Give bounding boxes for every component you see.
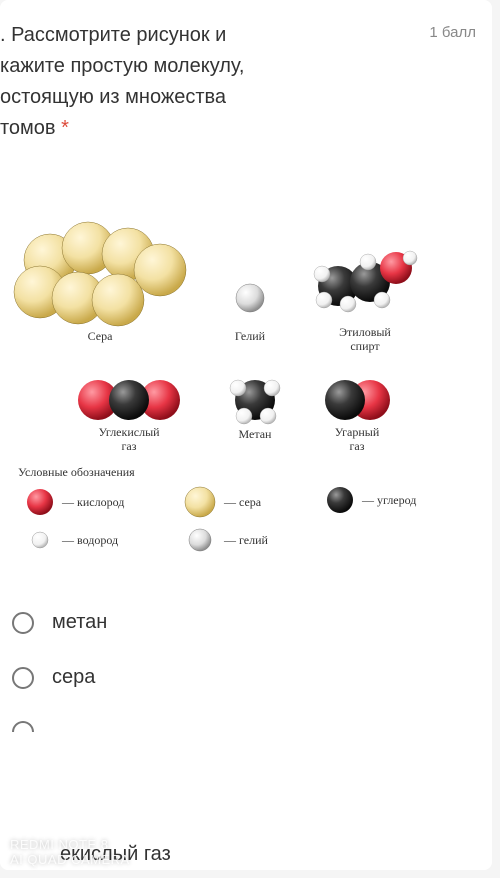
option-cut[interactable] bbox=[0, 705, 476, 732]
question-card: . Рассмотрите рисунок и кажите простую м… bbox=[0, 0, 492, 870]
legend-sulfur-label: — сера bbox=[223, 495, 262, 509]
q-line-3: остоящую из множества bbox=[0, 86, 226, 108]
legend-carbon-label: — углерод bbox=[361, 493, 416, 507]
legend-oxygen-label: — кислород bbox=[61, 495, 124, 509]
legend-oxygen: — кислород bbox=[27, 489, 124, 515]
label-co-2: газ bbox=[350, 439, 365, 453]
molecule-methane: Метан bbox=[230, 380, 280, 441]
q-line-1: . Рассмотрите рисунок и bbox=[0, 24, 226, 46]
watermark-line-2: AI QUAD CAMERA bbox=[10, 853, 130, 868]
camera-watermark: REDMI NOTE 8 AI QUAD CAMERA bbox=[10, 838, 130, 868]
molecule-co: Угарный газ bbox=[325, 380, 390, 453]
legend-carbon: — углерод bbox=[327, 487, 416, 513]
legend-helium: — гелий bbox=[189, 529, 269, 551]
option-label: сера bbox=[52, 666, 95, 689]
molecules-diagram: Сера Гелий Этиловый спирт Углеки bbox=[0, 200, 440, 560]
molecule-helium: Гелий bbox=[235, 284, 266, 343]
radio-icon bbox=[12, 667, 34, 689]
label-helium: Гелий bbox=[235, 329, 266, 343]
label-sulfur: Сера bbox=[88, 329, 113, 343]
question-text: . Рассмотрите рисунок и кажите простую м… bbox=[0, 20, 429, 144]
label-methane: Метан bbox=[239, 427, 273, 441]
legend-hydrogen: — водород bbox=[32, 532, 118, 548]
option-methane[interactable]: метан bbox=[0, 595, 476, 650]
legend-helium-label: — гелий bbox=[223, 533, 269, 547]
label-co2-1: Углекислый bbox=[98, 425, 160, 439]
molecule-sulfur: Сера bbox=[14, 222, 186, 343]
option-sulfur[interactable]: сера bbox=[0, 650, 476, 705]
label-co-1: Угарный bbox=[335, 425, 380, 439]
molecule-ethanol: Этиловый спирт bbox=[314, 251, 417, 353]
q-line-4: томов bbox=[0, 117, 56, 139]
legend-sulfur: — сера bbox=[185, 487, 262, 517]
molecule-co2: Углекислый газ bbox=[78, 380, 180, 453]
label-ethanol-1: Этиловый bbox=[339, 325, 391, 339]
radio-icon bbox=[12, 721, 34, 732]
label-co2-2: газ bbox=[122, 439, 137, 453]
question-header: . Рассмотрите рисунок и кажите простую м… bbox=[0, 20, 476, 144]
required-marker: * bbox=[61, 117, 69, 139]
option-label: метан bbox=[52, 611, 107, 634]
watermark-line-1: REDMI NOTE 8 bbox=[10, 838, 130, 853]
radio-icon bbox=[12, 612, 34, 634]
label-ethanol-2: спирт bbox=[350, 339, 380, 353]
legend-hydrogen-label: — водород bbox=[61, 533, 118, 547]
q-line-2: кажите простую молекулу, bbox=[0, 55, 244, 77]
points-label: 1 балл bbox=[429, 20, 476, 41]
legend-title: Условные обозначения bbox=[18, 465, 135, 479]
